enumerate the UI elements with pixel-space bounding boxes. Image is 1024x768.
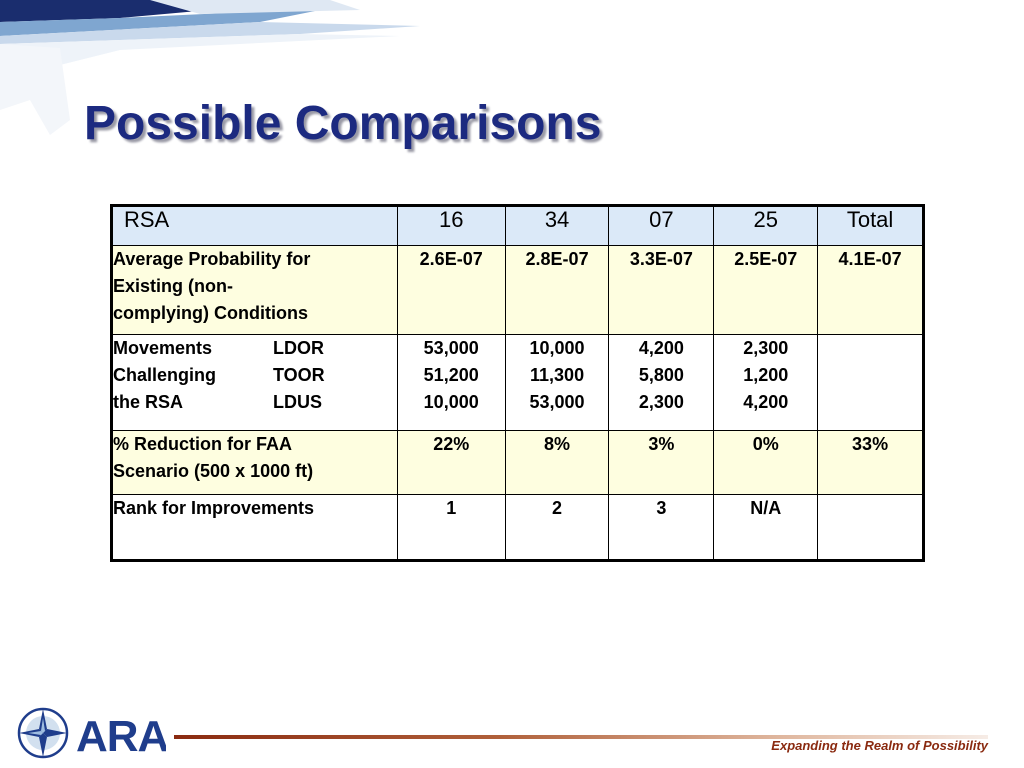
table-cell: 22% (396, 430, 506, 495)
row-label: Rank for Improvements (111, 494, 398, 561)
ara-logo: ARA (17, 707, 166, 761)
table-cell: 2.8E-07 (504, 245, 610, 335)
row-label: Movements Challenging the RSA LDOR TOOR … (111, 334, 398, 431)
row-label: Average Probability for Existing (non- c… (111, 245, 398, 335)
table-row-rank: Rank for Improvements 1 2 3 N/A (111, 494, 924, 561)
column-header: RSA (111, 205, 398, 246)
table-row-reduction: % Reduction for FAA Scenario (500 x 1000… (111, 430, 924, 495)
table-cell: 4,200 5,800 2,300 (608, 334, 715, 431)
logo-text: ARA (76, 712, 166, 761)
table-cell (817, 494, 924, 561)
table-cell: 2.5E-07 (713, 245, 819, 335)
table-cell: 8% (504, 430, 610, 495)
table-cell: N/A (713, 494, 819, 561)
footer-divider (174, 735, 988, 739)
page-title: Possible Comparisons (84, 97, 602, 150)
table-row-movements: Movements Challenging the RSA LDOR TOOR … (111, 334, 924, 431)
table-cell: 2.6E-07 (396, 245, 506, 335)
table-cell: 10,000 11,300 53,000 (504, 334, 610, 431)
table-cell: 4.1E-07 (817, 245, 924, 335)
header-swoosh-decoration (0, 0, 420, 135)
column-header: 34 (504, 205, 610, 246)
column-header: Total (817, 205, 924, 246)
footer-tagline: Expanding the Realm of Possibility (771, 738, 988, 753)
table-cell: 1 (396, 494, 506, 561)
table-row-average-probability: Average Probability for Existing (non- c… (111, 245, 924, 335)
table-cell: 33% (817, 430, 924, 495)
compass-star-icon (17, 707, 69, 759)
comparison-table: RSA 16 34 07 25 Total Average Probabilit… (110, 204, 925, 562)
table-cell: 3% (608, 430, 715, 495)
table-cell: 3.3E-07 (608, 245, 715, 335)
table-cell-empty (817, 334, 924, 431)
table-cell: 53,000 51,200 10,000 (396, 334, 506, 431)
row-label: % Reduction for FAA Scenario (500 x 1000… (111, 430, 398, 495)
table-cell: 2,300 1,200 4,200 (713, 334, 819, 431)
column-header: 25 (713, 205, 819, 246)
table-cell: 0% (713, 430, 819, 495)
table-cell: 2 (504, 494, 610, 561)
column-header: 16 (396, 205, 506, 246)
table-header-row: RSA 16 34 07 25 Total (111, 205, 924, 246)
table-cell: 3 (608, 494, 715, 561)
column-header: 07 (608, 205, 715, 246)
